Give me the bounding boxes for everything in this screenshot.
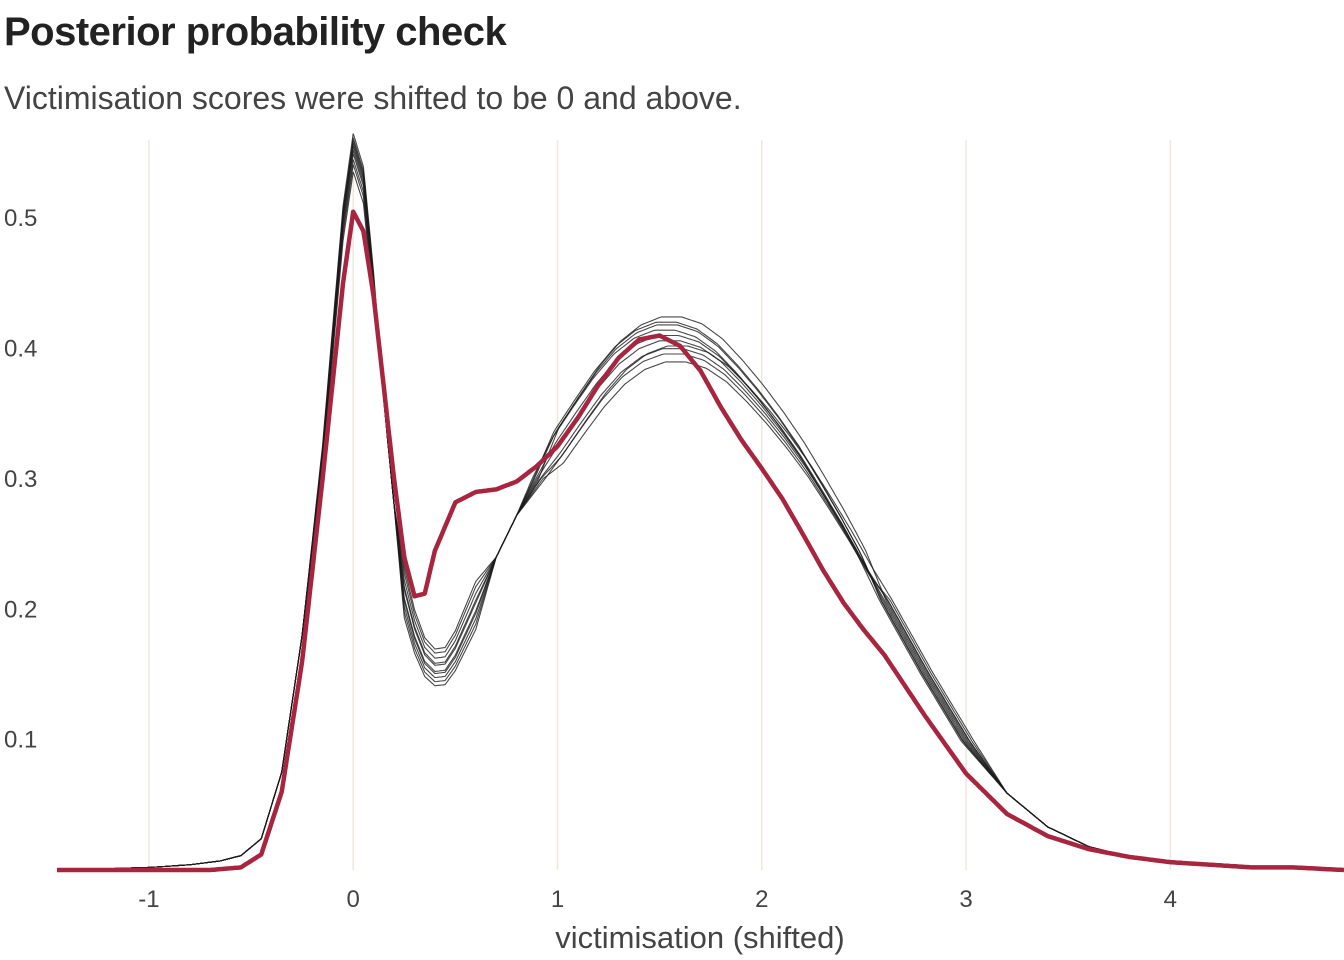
observed-series <box>56 209 1344 873</box>
grid-lines <box>148 140 1172 870</box>
x-tick-label: 0 <box>347 886 360 913</box>
replicated-density-line <box>56 164 1344 871</box>
y-axis-labels: 0.1 0.2 0.3 0.4 0.5 <box>4 205 37 753</box>
replicated-density-line <box>56 146 1344 871</box>
replicated-density-line <box>56 137 1344 871</box>
chart-subtitle: Victimisation scores were shifted to be … <box>4 80 742 116</box>
chart-title: Posterior probability check <box>4 10 507 54</box>
x-axis-labels: -1 0 1 2 3 4 <box>138 886 1177 913</box>
replicated-series <box>56 133 1344 871</box>
x-tick-label: 2 <box>755 886 768 913</box>
x-tick-label: 4 <box>1164 886 1177 913</box>
observed-density-line <box>56 209 1344 873</box>
y-tick-label: 0.5 <box>4 205 37 232</box>
x-tick-label: 1 <box>551 886 564 913</box>
x-tick-label: -1 <box>138 886 159 913</box>
replicated-density-line <box>56 133 1344 871</box>
x-axis-title: victimisation (shifted) <box>555 920 844 955</box>
y-tick-label: 0.1 <box>4 727 37 754</box>
replicated-density-line <box>56 140 1344 871</box>
replicated-density-line <box>56 171 1344 871</box>
replicated-density-line <box>56 159 1344 871</box>
y-tick-label: 0.3 <box>4 466 37 493</box>
replicated-density-line <box>56 153 1344 871</box>
y-tick-label: 0.2 <box>4 596 37 623</box>
replicated-density-line <box>56 143 1344 871</box>
y-tick-label: 0.4 <box>4 336 37 363</box>
x-tick-label: 3 <box>959 886 972 913</box>
replicated-density-line <box>56 149 1344 871</box>
